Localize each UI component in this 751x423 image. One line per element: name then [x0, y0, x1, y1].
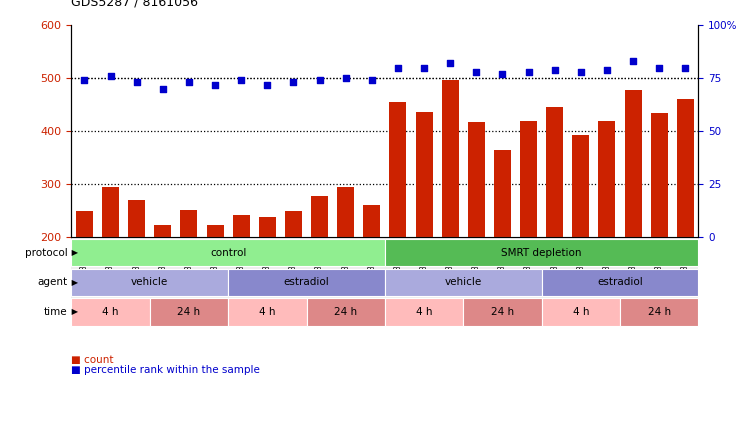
Text: vehicle: vehicle [131, 277, 168, 287]
Text: 4 h: 4 h [416, 307, 433, 317]
Bar [71, 298, 149, 326]
Bar [71, 269, 228, 296]
Bar [541, 269, 698, 296]
Text: 4 h: 4 h [102, 307, 119, 317]
Point [339, 75, 351, 82]
Bar [128, 200, 145, 343]
Bar [541, 298, 620, 326]
Text: estradiol: estradiol [284, 277, 330, 287]
Text: 24 h: 24 h [334, 307, 357, 317]
Bar [385, 239, 698, 266]
Point [680, 64, 692, 71]
Point [261, 81, 273, 88]
Bar [390, 102, 406, 343]
Point [653, 64, 665, 71]
Point [183, 79, 195, 86]
Bar [442, 80, 459, 343]
Text: 24 h: 24 h [177, 307, 201, 317]
Text: ■ percentile rank within the sample: ■ percentile rank within the sample [71, 365, 260, 375]
Point [314, 77, 326, 84]
Bar [285, 212, 302, 343]
Point [418, 64, 430, 71]
Text: ▶: ▶ [69, 248, 78, 257]
Point [157, 85, 169, 92]
Point [627, 58, 639, 65]
Bar [385, 298, 463, 326]
Point [392, 64, 404, 71]
Point [131, 79, 143, 86]
Text: 4 h: 4 h [572, 307, 589, 317]
Bar [651, 113, 668, 343]
Text: 4 h: 4 h [259, 307, 276, 317]
Bar [180, 211, 198, 343]
Point [78, 77, 90, 84]
Bar [625, 90, 641, 343]
Bar [154, 225, 171, 343]
Point [209, 81, 221, 88]
Point [601, 66, 613, 73]
Bar [71, 239, 385, 266]
Text: protocol: protocol [25, 248, 68, 258]
Bar [259, 217, 276, 343]
Bar [228, 269, 385, 296]
Text: 24 h: 24 h [491, 307, 514, 317]
Bar [415, 112, 433, 343]
Bar [385, 269, 541, 296]
Text: control: control [210, 248, 246, 258]
Bar [463, 298, 541, 326]
Bar [520, 121, 537, 343]
Point [366, 77, 378, 84]
Text: 24 h: 24 h [647, 307, 671, 317]
Bar [233, 215, 249, 343]
Text: SMRT depletion: SMRT depletion [502, 248, 582, 258]
Bar [76, 212, 93, 343]
Bar [306, 298, 385, 326]
Point [470, 69, 482, 75]
Text: vehicle: vehicle [445, 277, 482, 287]
Bar [102, 187, 119, 343]
Bar [468, 122, 485, 343]
Text: ■ count: ■ count [71, 354, 114, 365]
Bar [311, 196, 328, 343]
Bar [363, 205, 380, 343]
Point [288, 79, 300, 86]
Text: time: time [44, 307, 68, 317]
Point [549, 66, 561, 73]
Text: agent: agent [38, 277, 68, 287]
Bar [149, 298, 228, 326]
Text: ▶: ▶ [69, 308, 78, 316]
Point [575, 69, 587, 75]
Bar [546, 107, 563, 343]
Bar [228, 298, 306, 326]
Text: ▶: ▶ [69, 278, 78, 287]
Bar [599, 121, 616, 343]
Bar [337, 187, 354, 343]
Point [496, 71, 508, 77]
Text: GDS5287 / 8161056: GDS5287 / 8161056 [71, 0, 198, 8]
Bar [572, 135, 590, 343]
Bar [677, 99, 694, 343]
Bar [494, 150, 511, 343]
Point [104, 73, 116, 80]
Point [235, 77, 247, 84]
Point [444, 60, 456, 67]
Point [523, 69, 535, 75]
Bar [620, 298, 698, 326]
Bar [207, 225, 224, 343]
Text: estradiol: estradiol [597, 277, 643, 287]
